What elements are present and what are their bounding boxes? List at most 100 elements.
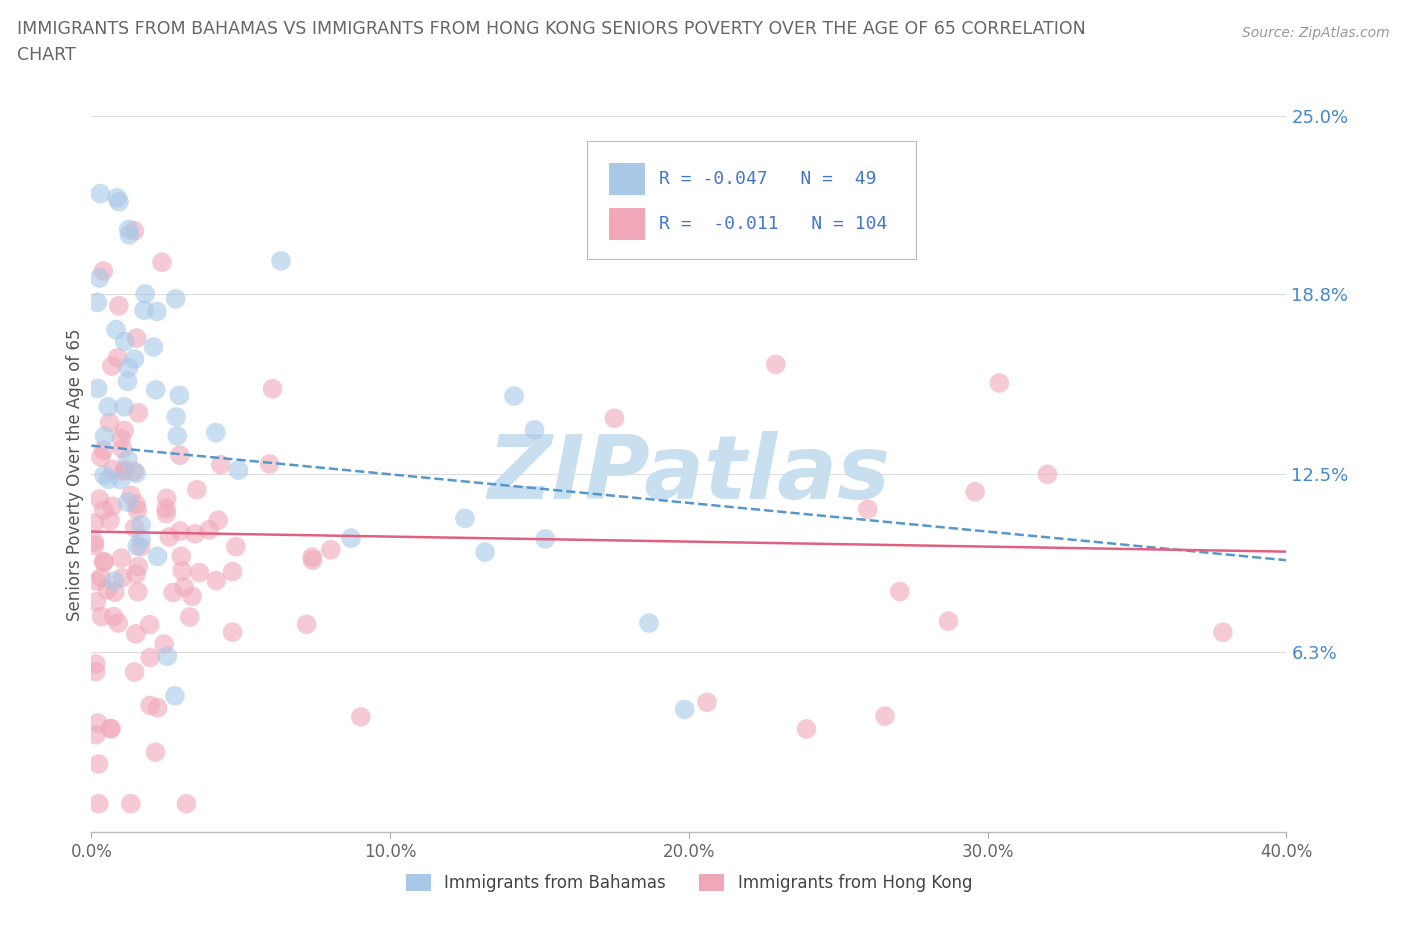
Point [84,727,107,742]
Point [205,573,228,588]
Point [1212,625,1234,640]
Point [142,339,165,354]
Point [129,539,152,554]
Point [765,357,787,372]
Point [127,405,149,420]
Point [114,462,136,477]
Point [205,425,228,440]
Point [103,462,125,477]
Point [534,531,557,546]
Point [96,582,118,597]
Point [125,331,148,346]
Point [181,589,204,604]
Point [89,186,111,201]
Point [87,757,110,772]
Point [165,291,187,306]
Text: R = -0.047   N =  49: R = -0.047 N = 49 [659,169,876,188]
Point [146,549,169,564]
Point [90,570,112,585]
Point [145,382,167,397]
Point [86,295,108,310]
Point [988,376,1011,391]
Point [98,721,121,736]
Point [103,574,125,589]
Point [138,618,160,632]
Point [134,286,156,301]
Point [112,423,135,438]
Point [86,574,108,589]
Point [207,512,229,527]
Point [124,223,146,238]
Text: CHART: CHART [17,46,76,64]
Point [186,483,208,498]
Point [163,688,186,703]
Point [110,551,132,565]
Text: ZIPatlas: ZIPatlas [488,431,890,518]
Point [139,698,162,712]
Point [221,625,243,640]
Point [166,429,188,444]
Point [169,388,191,403]
Point [87,381,110,396]
Point [93,554,115,569]
Point [965,485,987,499]
Point [176,796,198,811]
Point [110,431,132,445]
Point [145,745,167,760]
Point [117,495,139,510]
Point [295,617,318,631]
Point [120,796,142,811]
Point [127,538,149,553]
Point [129,517,152,532]
Point [503,389,526,404]
Point [139,650,162,665]
Point [146,304,169,319]
Point [150,255,173,270]
Point [938,614,960,629]
Point [84,664,107,679]
Point [132,302,155,317]
Point [93,443,115,458]
Point [270,254,292,269]
Point [108,194,131,209]
Point [93,554,115,569]
Point [172,564,194,578]
Point [155,506,177,521]
Point [221,565,243,579]
Point [188,565,211,580]
Point [228,463,250,478]
Point [107,299,129,313]
Point [83,515,105,530]
Point [129,532,152,547]
Point [155,501,177,516]
Point [118,222,141,237]
Point [125,466,148,481]
Point [209,458,232,472]
Point [638,616,661,631]
Text: R =  -0.011   N = 104: R = -0.011 N = 104 [659,215,887,232]
Point [125,497,148,512]
Point [110,472,132,487]
Point [301,552,323,567]
Point [156,491,179,506]
Bar [609,208,645,240]
Point [179,609,201,624]
Point [87,716,110,731]
Point [696,695,718,710]
Point [84,594,107,609]
Point [198,523,221,538]
Point [225,539,247,554]
Point [98,415,121,430]
Point [184,526,207,541]
Point [93,429,115,444]
Point [90,450,112,465]
Legend: Immigrants from Bahamas, Immigrants from Hong Kong: Immigrants from Bahamas, Immigrants from… [406,874,972,892]
FancyBboxPatch shape [588,141,917,259]
Point [104,585,127,600]
Point [673,702,696,717]
Point [112,464,135,479]
Point [173,579,195,594]
Point [125,566,148,581]
Point [603,411,626,426]
Point [873,709,896,724]
